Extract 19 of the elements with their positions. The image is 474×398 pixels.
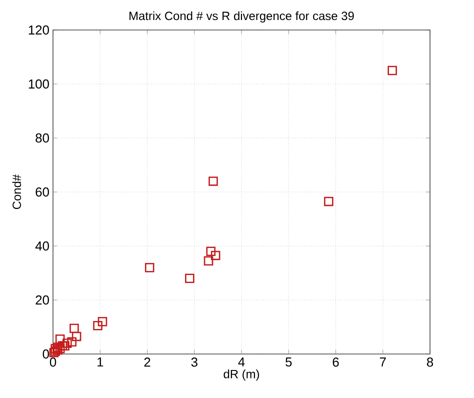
x-tick-label: 2 <box>144 358 150 367</box>
y-axis-title: Cond# <box>12 174 22 210</box>
y-tick-label: 120 <box>28 25 49 35</box>
chart-title: Matrix Cond # vs R divergence for case 39 <box>130 11 354 23</box>
y-tick-label: 100 <box>28 79 49 89</box>
y-tick-label: 0 <box>42 349 49 359</box>
x-tick-label: 8 <box>426 358 434 367</box>
x-tick-label: 1 <box>98 358 104 366</box>
x-tick-label: 5 <box>286 358 292 367</box>
x-tick-label: 3 <box>191 358 198 367</box>
x-tick-label: 0 <box>50 358 56 367</box>
x-tick-label: 4 <box>238 358 245 366</box>
x-tick-label: 6 <box>332 358 339 367</box>
x-axis-title: dR (m) <box>224 370 260 381</box>
y-tick-label: 60 <box>36 187 49 197</box>
x-tick-label: 7 <box>380 358 386 366</box>
y-tick-label: 20 <box>36 295 49 305</box>
y-tick-label: 40 <box>35 241 49 251</box>
y-tick-label: 80 <box>36 133 49 143</box>
